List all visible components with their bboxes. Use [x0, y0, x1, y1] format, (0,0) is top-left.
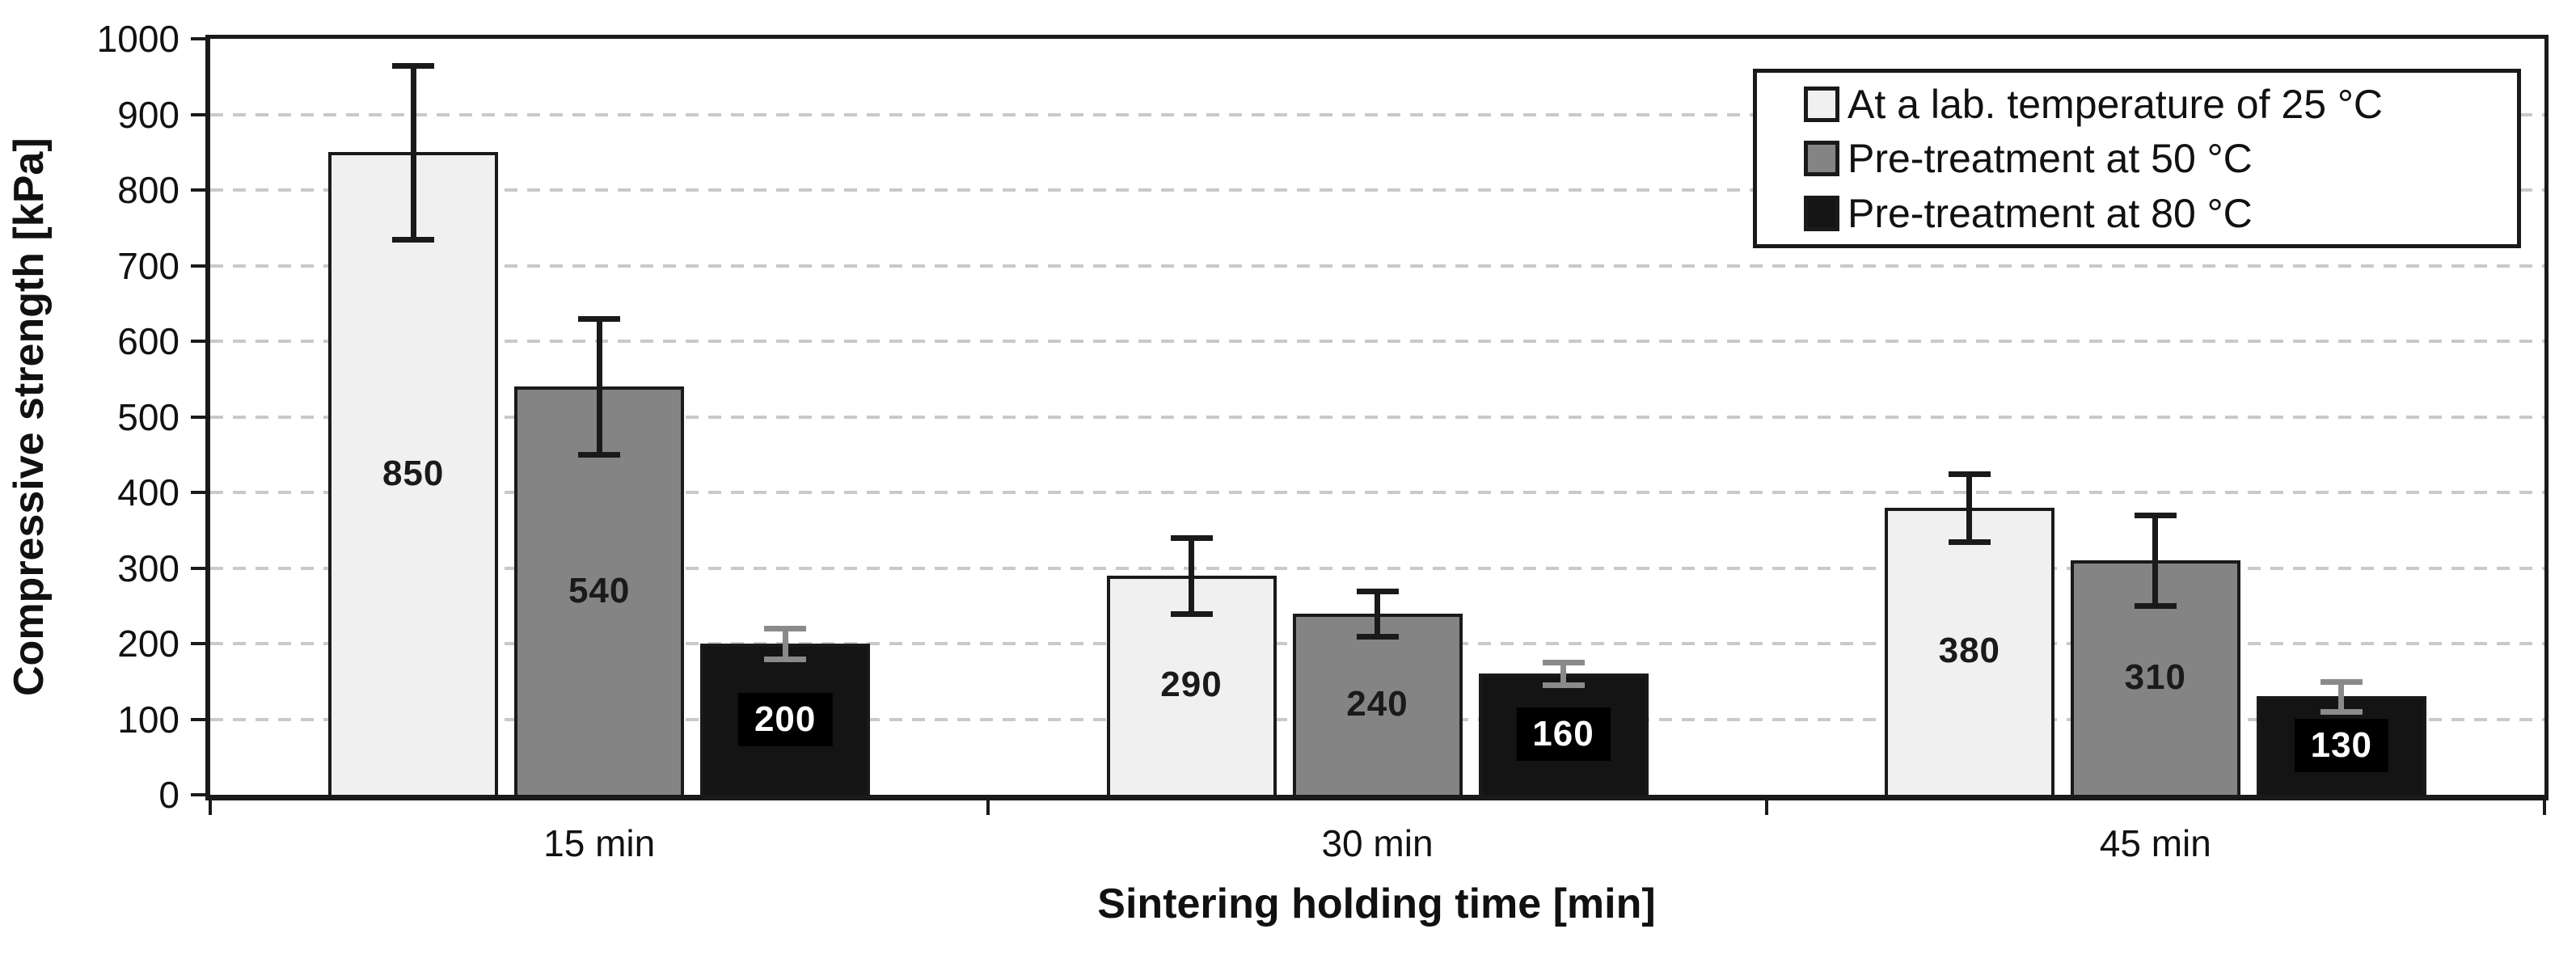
error-cap-15-min-at-a-lab-temperature-of-25-c-low	[392, 236, 435, 243]
error-cap-45-min-at-a-lab-temperature-of-25-c-low	[1948, 538, 1991, 545]
error-cap-45-min-pre-treatment-at-50-c-high	[2134, 513, 2177, 519]
x-tick-3	[2543, 800, 2546, 815]
error-bar-45-min-pre-treatment-at-80-c	[2338, 681, 2345, 712]
legend-label-pre-treatment-at-80-c: Pre-treatment at 80 °C	[1848, 190, 2253, 236]
error-cap-30-min-pre-treatment-at-80-c-high	[1542, 660, 1585, 666]
y-tick-0	[191, 793, 205, 796]
error-bar-45-min-at-a-lab-temperature-of-25-c	[1966, 473, 1973, 542]
bar-value-45-min-pre-treatment-at-50-c: 310	[2124, 657, 2187, 698]
error-bar-45-min-pre-treatment-at-50-c	[2152, 515, 2159, 606]
y-tick-800	[191, 188, 205, 192]
legend-swatch-pre-treatment-at-80-c	[1804, 195, 1839, 231]
legend-item-pre-treatment-at-80-c: Pre-treatment at 80 °C	[1804, 190, 2517, 237]
error-cap-15-min-at-a-lab-temperature-of-25-c-high	[392, 62, 435, 69]
y-tick-600	[191, 340, 205, 343]
x-tick-label-45-min: 45 min	[2099, 822, 2211, 864]
y-tick-900	[191, 112, 205, 116]
y-tick-400	[191, 491, 205, 494]
legend-swatch-at-a-lab-temperature-of-25-c	[1804, 86, 1839, 122]
error-cap-15-min-pre-treatment-at-50-c-high	[578, 315, 621, 322]
error-bar-30-min-pre-treatment-at-80-c	[1560, 662, 1566, 686]
y-tick-100	[191, 717, 205, 721]
legend-label-at-a-lab-temperature-of-25-c: At a lab. temperature of 25 °C	[1848, 81, 2384, 127]
x-tick-1	[986, 800, 990, 815]
error-cap-45-min-at-a-lab-temperature-of-25-c-high	[1948, 471, 1991, 477]
error-bar-15-min-at-a-lab-temperature-of-25-c	[410, 65, 416, 239]
bar-45-min-at-a-lab-temperature-of-25-c	[1884, 507, 2054, 795]
y-tick-700	[191, 264, 205, 268]
bar-15-min-at-a-lab-temperature-of-25-c	[328, 152, 499, 795]
bar-value-15-min-pre-treatment-at-80-c: 200	[737, 692, 833, 746]
error-cap-45-min-pre-treatment-at-80-c-low	[2320, 709, 2363, 716]
y-tick-label-800: 800	[117, 169, 179, 211]
error-bar-30-min-at-a-lab-temperature-of-25-c	[1189, 538, 1194, 614]
x-tick-0	[209, 800, 212, 815]
bar-value-15-min-pre-treatment-at-50-c: 540	[568, 570, 631, 610]
bar-value-45-min-at-a-lab-temperature-of-25-c: 380	[1938, 631, 2001, 671]
legend-label-pre-treatment-at-50-c: Pre-treatment at 50 °C	[1848, 136, 2253, 181]
error-cap-15-min-pre-treatment-at-50-c-low	[578, 452, 621, 458]
gridline-600	[210, 340, 2544, 343]
x-tick-label-30-min: 30 min	[1321, 822, 1434, 864]
y-tick-label-1000: 1000	[96, 18, 179, 60]
y-tick-label-100: 100	[117, 698, 179, 741]
y-tick-200	[191, 642, 205, 645]
error-cap-45-min-pre-treatment-at-80-c-high	[2320, 678, 2363, 685]
legend-swatch-pre-treatment-at-50-c	[1804, 141, 1839, 176]
gridline-900	[210, 112, 2544, 116]
error-bar-15-min-pre-treatment-at-50-c	[596, 318, 602, 455]
x-axis-title: Sintering holding time [min]	[1097, 880, 1656, 927]
error-cap-30-min-at-a-lab-temperature-of-25-c-high	[1170, 535, 1213, 542]
bar-value-30-min-at-a-lab-temperature-of-25-c: 290	[1160, 665, 1223, 705]
y-tick-label-600: 600	[117, 320, 179, 362]
error-cap-30-min-at-a-lab-temperature-of-25-c-low	[1170, 610, 1213, 617]
y-tick-300	[191, 566, 205, 570]
gridline-300	[210, 566, 2544, 570]
y-tick-label-200: 200	[117, 623, 179, 665]
y-tick-label-900: 900	[117, 93, 179, 136]
bar-value-30-min-pre-treatment-at-50-c: 240	[1346, 683, 1408, 724]
error-cap-15-min-pre-treatment-at-80-c-high	[764, 626, 807, 632]
bar-30-min-pre-treatment-at-50-c	[1292, 613, 1463, 795]
error-cap-30-min-pre-treatment-at-50-c-low	[1356, 633, 1399, 640]
bar-value-15-min-at-a-lab-temperature-of-25-c: 850	[382, 453, 445, 493]
legend-item-pre-treatment-at-50-c: Pre-treatment at 50 °C	[1804, 135, 2517, 182]
y-tick-label-700: 700	[117, 244, 179, 287]
error-cap-30-min-pre-treatment-at-50-c-high	[1356, 588, 1399, 594]
x-tick-label-15-min: 15 min	[543, 822, 656, 864]
y-tick-1000	[191, 37, 205, 40]
legend: At a lab. temperature of 25 °C Pre-treatm…	[1753, 69, 2521, 248]
gridline-400	[210, 491, 2544, 494]
gridline-500	[210, 415, 2544, 419]
gridline-700	[210, 264, 2544, 268]
legend-item-at-a-lab-temperature-of-25-c: At a lab. temperature of 25 °C	[1804, 81, 2517, 128]
bar-value-30-min-pre-treatment-at-80-c: 160	[1516, 707, 1611, 762]
y-tick-label-500: 500	[117, 395, 179, 438]
error-cap-15-min-pre-treatment-at-80-c-low	[764, 656, 807, 662]
error-cap-30-min-pre-treatment-at-80-c-low	[1542, 682, 1585, 689]
y-tick-500	[191, 415, 205, 419]
x-tick-2	[1764, 800, 1768, 815]
error-bar-30-min-pre-treatment-at-50-c	[1375, 590, 1380, 636]
bar-value-45-min-pre-treatment-at-80-c: 130	[2294, 719, 2389, 773]
gridline-800	[210, 188, 2544, 192]
error-cap-45-min-pre-treatment-at-50-c-low	[2134, 603, 2177, 610]
y-tick-label-0: 0	[158, 774, 179, 816]
y-tick-label-300: 300	[117, 547, 179, 589]
error-bar-15-min-pre-treatment-at-80-c	[782, 628, 788, 659]
y-tick-label-400: 400	[117, 471, 179, 513]
